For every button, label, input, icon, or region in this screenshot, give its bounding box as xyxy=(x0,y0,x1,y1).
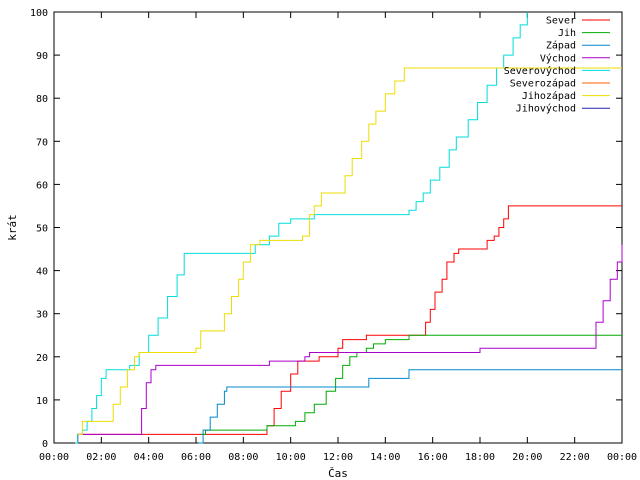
y-tick-label: 100 xyxy=(30,8,48,19)
x-tick-label: 18:00 xyxy=(465,452,495,463)
x-tick-label: 10:00 xyxy=(276,452,306,463)
x-tick-label: 14:00 xyxy=(370,452,400,463)
x-tick-label: 00:00 xyxy=(607,452,637,463)
y-tick-label: 10 xyxy=(36,396,48,407)
x-axis-label: Čas xyxy=(328,467,348,480)
x-tick-label: 12:00 xyxy=(323,452,353,463)
series-line-Západ xyxy=(198,369,622,444)
series-line-Jih xyxy=(200,334,622,435)
series-line-Sever xyxy=(75,205,622,444)
legend-label: Severozápad xyxy=(510,78,576,90)
legend-label: Jih xyxy=(558,28,576,39)
x-tick-label: 22:00 xyxy=(560,452,590,463)
x-tick-label: 04:00 xyxy=(134,452,164,463)
y-tick-label: 20 xyxy=(36,353,48,364)
x-tick-label: 02:00 xyxy=(86,452,116,463)
legend-label: Sever xyxy=(546,16,576,27)
legend-label: Jihozápad xyxy=(522,90,576,102)
x-tick-label: 00:00 xyxy=(39,452,69,463)
x-tick-label: 16:00 xyxy=(418,452,448,463)
legend-label: Západ xyxy=(546,40,576,52)
series-line-Severovýchod xyxy=(75,12,528,444)
x-tick-label: 06:00 xyxy=(181,452,211,463)
legend-label: Východ xyxy=(540,52,576,64)
y-tick-label: 90 xyxy=(36,51,48,62)
y-tick-label: 60 xyxy=(36,180,48,191)
legend-label: Jihovýchod xyxy=(516,103,576,115)
y-tick-label: 40 xyxy=(36,267,48,278)
y-axis-label: krát xyxy=(6,214,19,241)
y-tick-label: 0 xyxy=(42,439,48,450)
series-line-Východ xyxy=(75,244,623,444)
y-tick-label: 70 xyxy=(36,137,48,148)
series-line-Jihozápad xyxy=(77,67,622,435)
y-tick-label: 50 xyxy=(36,224,48,235)
y-tick-label: 80 xyxy=(36,94,48,105)
x-tick-label: 20:00 xyxy=(512,452,542,463)
y-tick-label: 30 xyxy=(36,310,48,321)
x-tick-label: 08:00 xyxy=(228,452,258,463)
legend-label: Severovýchod xyxy=(504,65,576,77)
